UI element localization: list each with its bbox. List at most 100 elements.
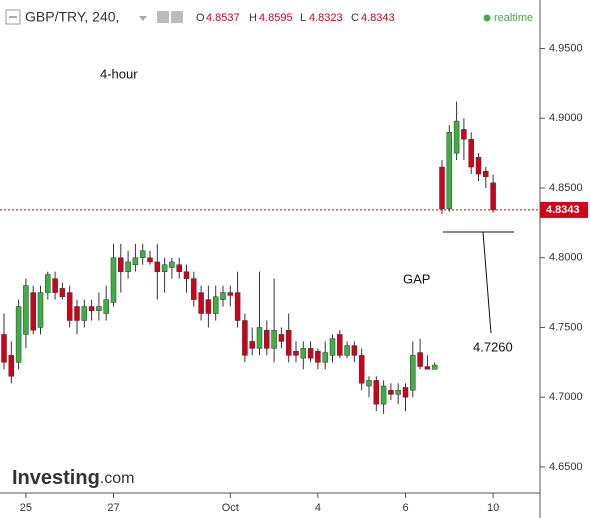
candle-body (183, 271, 190, 279)
candle-body (110, 257, 117, 303)
candle-body (424, 366, 431, 370)
candle-body (212, 296, 219, 314)
x-tick-label: 6 (402, 502, 408, 514)
candle-body (446, 131, 453, 210)
candle-body (205, 299, 212, 314)
annotation-pointer (482, 231, 492, 334)
ohlc-key: L (300, 12, 306, 24)
candle-body (490, 182, 496, 211)
candle-body (30, 292, 36, 331)
candle-body (242, 320, 248, 356)
x-tick-label: 4 (315, 502, 321, 514)
candle-body (417, 352, 423, 367)
x-tick-label: 27 (107, 502, 119, 514)
candle-body (337, 334, 343, 356)
interval-dropdown[interactable] (139, 16, 147, 21)
candle-body (329, 338, 336, 356)
candle-body (8, 355, 15, 377)
candle-body (37, 292, 44, 328)
candle-body (81, 306, 88, 321)
candle-body (15, 306, 22, 363)
candle-body (307, 348, 314, 359)
annotation: GAP (403, 271, 430, 286)
realtime-dot (483, 14, 491, 22)
x-tick-label: Oct (222, 502, 239, 514)
price-label: 4.8343 (546, 204, 580, 216)
candle-body (125, 261, 131, 272)
candle-body (96, 306, 102, 311)
y-tick-label: 4.7000 (549, 391, 583, 403)
annotation: 4-hour (100, 66, 138, 81)
candle-body (198, 292, 204, 314)
candle-body (300, 348, 307, 359)
candle-body (52, 278, 58, 293)
annotation: 4.7260 (473, 339, 513, 354)
ohlc-value: 4.8323 (309, 12, 343, 24)
candle-body (358, 355, 365, 384)
candle-body (322, 352, 328, 363)
y-tick-label: 4.6500 (549, 461, 583, 473)
candle-body (388, 389, 394, 395)
y-tick-label: 4.8500 (549, 182, 583, 194)
ohlc-key: C (351, 12, 359, 24)
candle-body (380, 385, 387, 405)
candle-body (220, 292, 226, 300)
candle-body (431, 364, 438, 370)
symbol: GBP/TRY, 240, (25, 9, 119, 25)
candle-body (161, 264, 168, 272)
candle-body (373, 380, 380, 405)
ohlc-value: 4.8537 (206, 12, 240, 24)
ohlc-key: O (196, 12, 205, 24)
y-tick-label: 4.7500 (549, 321, 583, 333)
candle-body (453, 120, 460, 154)
candle-body (285, 329, 292, 356)
candle-body (227, 292, 234, 296)
candle-body (88, 306, 95, 311)
candle-body (103, 299, 109, 314)
ohlc-key: H (249, 12, 257, 24)
settings-icon[interactable] (157, 11, 169, 23)
candle-body (169, 261, 175, 268)
candle-body (483, 171, 489, 178)
candle-body (271, 329, 277, 349)
candle-body (366, 380, 372, 387)
x-tick-label: 10 (487, 502, 499, 514)
candle-body (402, 387, 409, 398)
ohlc-value: 4.8595 (259, 12, 293, 24)
y-tick-label: 4.9500 (549, 42, 583, 54)
y-tick-label: 4.8000 (549, 252, 583, 264)
candle-body (249, 341, 255, 349)
candle-body (176, 264, 182, 272)
candle-body (293, 350, 299, 356)
candle-body (45, 274, 51, 293)
realtime-label: realtime (494, 12, 533, 24)
candle-body (410, 355, 416, 391)
candle-body (132, 257, 139, 265)
candle-body (66, 292, 73, 321)
candle-body (74, 306, 80, 321)
candle-body (191, 278, 197, 300)
candle-body (1, 334, 7, 363)
candle-body (147, 257, 153, 263)
candle-body (344, 345, 350, 356)
candle-body (264, 329, 270, 349)
candle-body (154, 261, 161, 272)
visibility-icon[interactable] (171, 11, 183, 23)
candle-body (59, 288, 66, 298)
candle-body (278, 334, 285, 342)
candle-body (468, 138, 474, 168)
candle-body (461, 129, 467, 140)
candle-body (256, 327, 263, 349)
candle-body (234, 292, 241, 321)
x-tick-label: 25 (20, 502, 32, 514)
candle-body (139, 250, 146, 258)
candle-body (439, 166, 445, 210)
candle-body (23, 285, 29, 335)
y-tick-label: 4.9000 (549, 112, 583, 124)
watermark: Investing.com (12, 467, 134, 489)
candle-body (118, 257, 124, 272)
ohlc-value: 4.8343 (361, 12, 395, 24)
candle-body (351, 345, 358, 356)
